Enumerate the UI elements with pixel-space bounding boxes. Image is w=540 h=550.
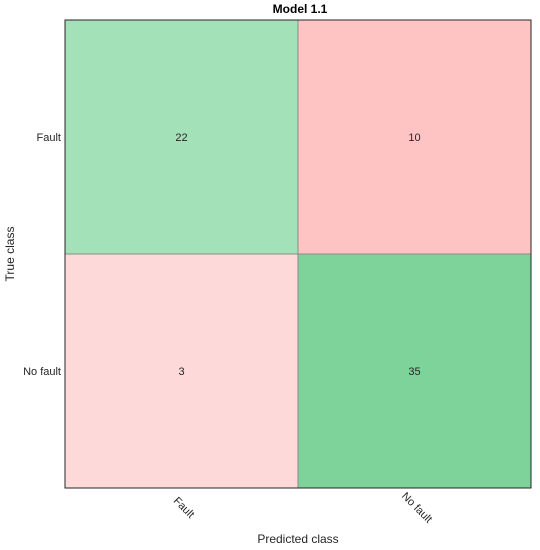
matrix-cell-r1-c0 [64,253,299,489]
x-axis-label: Predicted class [257,532,338,546]
matrix-cell-r1-c1 [297,253,532,489]
matrix-cell-r0-c0 [64,19,299,255]
x-tick-label-0: Fault [171,495,197,521]
cell-value-r1-c0: 3 [178,366,184,378]
cell-value-r1-c1: 35 [408,366,420,378]
chart-title: Model 1.1 [273,2,328,16]
y-tick-label-0: Fault [37,132,61,144]
cell-value-r0-c1: 10 [408,132,420,144]
matrix-cells [64,19,532,489]
x-tick-label-1: No fault [399,490,434,525]
y-axis-label: True class [3,227,17,282]
matrix-cell-r0-c1 [297,19,532,255]
cell-value-r0-c0: 22 [175,132,187,144]
y-tick-label-1: No fault [23,366,61,378]
plot-frame [64,19,532,489]
